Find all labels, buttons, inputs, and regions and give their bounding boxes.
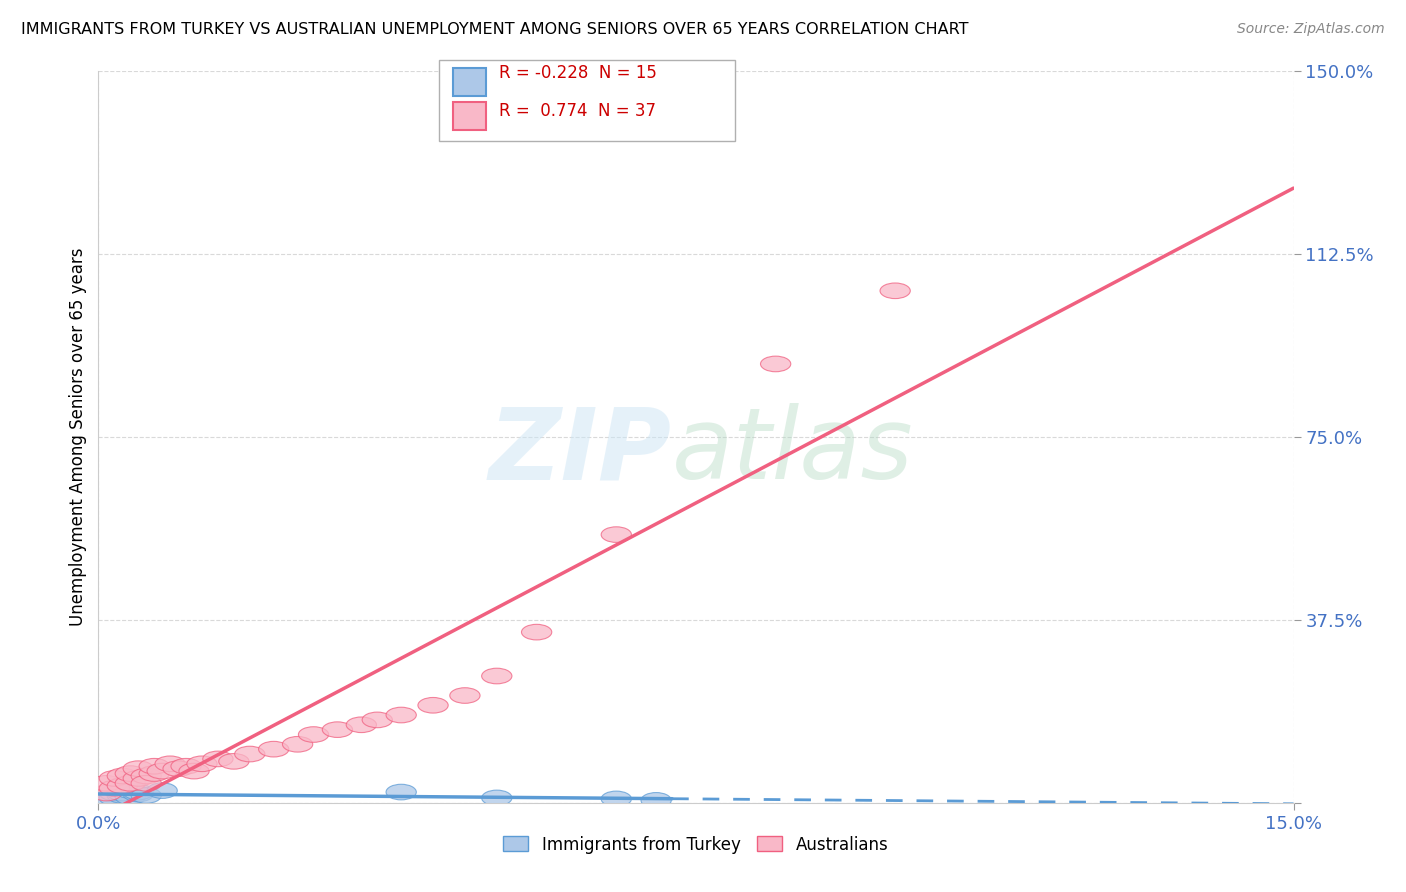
Text: Source: ZipAtlas.com: Source: ZipAtlas.com bbox=[1237, 22, 1385, 37]
Text: R =  0.774  N = 37: R = 0.774 N = 37 bbox=[499, 103, 657, 120]
Y-axis label: Unemployment Among Seniors over 65 years: Unemployment Among Seniors over 65 years bbox=[69, 248, 87, 626]
Legend: Immigrants from Turkey, Australians: Immigrants from Turkey, Australians bbox=[496, 829, 896, 860]
Text: ZIP: ZIP bbox=[489, 403, 672, 500]
Text: atlas: atlas bbox=[672, 403, 914, 500]
Text: IMMIGRANTS FROM TURKEY VS AUSTRALIAN UNEMPLOYMENT AMONG SENIORS OVER 65 YEARS CO: IMMIGRANTS FROM TURKEY VS AUSTRALIAN UNE… bbox=[21, 22, 969, 37]
Text: R = -0.228  N = 15: R = -0.228 N = 15 bbox=[499, 64, 657, 82]
